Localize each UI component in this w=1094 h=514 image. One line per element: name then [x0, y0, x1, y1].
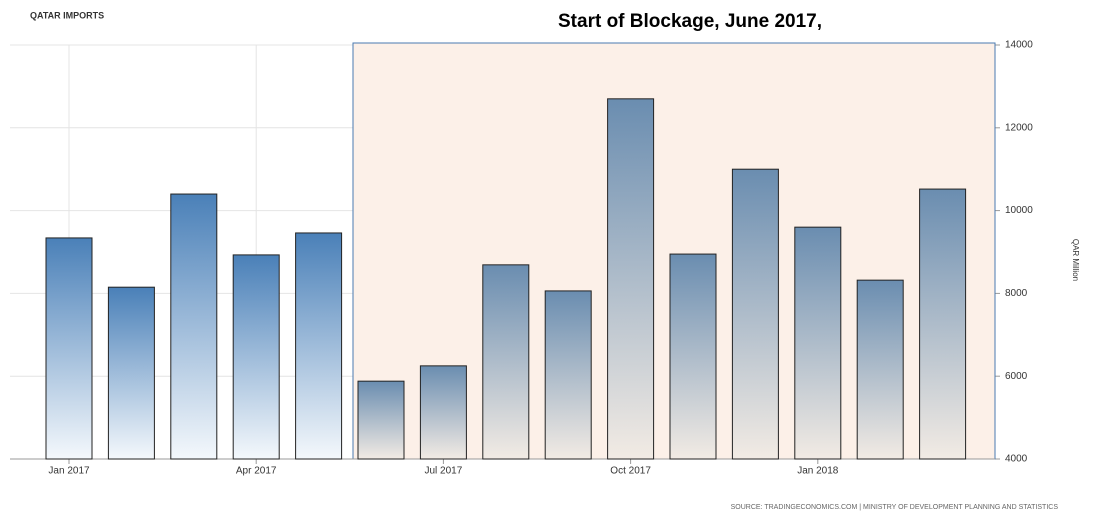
bar: [669, 253, 717, 460]
y-tick-label: 10000: [1005, 205, 1033, 216]
x-tick-label: Jul 2017: [424, 466, 462, 477]
y-tick-label: 12000: [1005, 122, 1033, 133]
bar: [794, 226, 842, 460]
bar: [544, 290, 592, 460]
bar: [295, 232, 343, 460]
source: SOURCE: TRADINGECONOMICS.COM | MINISTRY …: [731, 504, 1059, 511]
x-tick-label: Jan 2018: [797, 466, 839, 477]
annotation: Start of Blockage, June 2017,: [558, 11, 822, 32]
bar: [482, 264, 530, 460]
bar: [919, 188, 967, 460]
bar: [419, 365, 467, 460]
bar: [607, 98, 655, 460]
y-tick-label: 14000: [1005, 40, 1033, 51]
x-tick-label: Jan 2017: [48, 466, 90, 477]
bar: [357, 380, 405, 460]
y-tick-label: 8000: [1005, 288, 1028, 299]
chart-title: QATAR IMPORTS: [30, 10, 104, 20]
bar: [170, 193, 218, 460]
bar: [232, 254, 280, 460]
bar: [45, 237, 93, 460]
y-axis-label: QAR Million: [1071, 239, 1080, 281]
bar: [107, 286, 155, 460]
y-tick-label: 6000: [1005, 371, 1028, 382]
bar: [856, 279, 904, 460]
y-tick-label: 4000: [1005, 454, 1028, 465]
x-tick-label: Oct 2017: [610, 466, 651, 477]
bar: [731, 168, 779, 460]
x-tick-label: Apr 2017: [236, 466, 277, 477]
